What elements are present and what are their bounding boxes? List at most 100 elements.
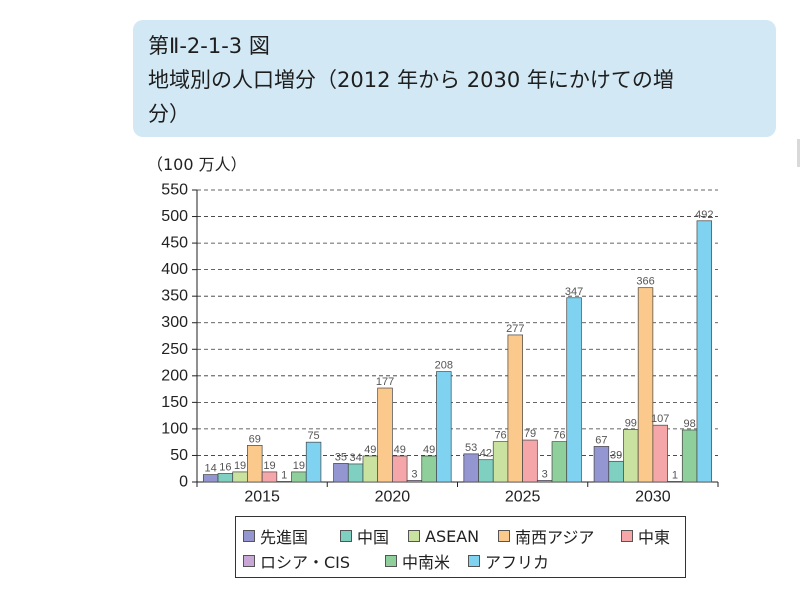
legend-item-asean: ASEAN [408, 526, 479, 546]
data-label: 75 [307, 430, 319, 442]
bar-s0-2015 [202, 474, 219, 483]
bar-s6-2030 [681, 429, 698, 483]
y-tick-label: 300 [161, 314, 188, 331]
y-tick-label: 0 [179, 474, 188, 491]
legend-swatch [340, 530, 352, 542]
data-label: 19 [234, 460, 246, 472]
data-label: 107 [651, 413, 669, 425]
data-label: 277 [506, 323, 524, 335]
y-axis-grid: 0 50 100 150 200 250 300 350 400 450 500 550 [161, 182, 718, 491]
bar-s6-2025 [551, 441, 568, 483]
bar-s2-2025 [492, 441, 509, 483]
data-label: 1 [672, 469, 678, 481]
legend-swatch [243, 555, 255, 567]
legend-label: 中国 [357, 528, 390, 547]
legend-swatch [243, 530, 255, 542]
legend-label: ロシア・CIS [260, 553, 351, 572]
legend-swatch [498, 530, 510, 542]
legend-label: 南西アジア [515, 528, 595, 547]
figure-title-box: 第Ⅱ-2-1-3 図 地域別の人口増分（2012 年から 2030 年にかけての… [133, 20, 776, 137]
data-label: 19 [263, 460, 275, 472]
data-label: 14 [205, 463, 217, 475]
legend-label: 中東 [638, 528, 671, 547]
x-tick-label: 2020 [375, 489, 411, 506]
data-label: 3 [411, 468, 417, 480]
y-tick-label: 500 [161, 208, 188, 225]
bar-s1-2025 [478, 459, 494, 483]
bar-s3-2025 [507, 334, 523, 483]
x-tick-label: 2015 [244, 489, 280, 506]
legend-swatch [385, 555, 397, 567]
legend-item-africa: アフリカ [468, 551, 550, 572]
y-tick-label: 250 [161, 341, 188, 358]
data-label: 53 [465, 442, 477, 454]
bar-s2-2030 [623, 429, 639, 483]
bar-s1-2015 [217, 473, 234, 483]
data-label: 49 [364, 444, 376, 456]
bar-s4-2025 [522, 439, 538, 483]
y-tick-label: 400 [161, 261, 188, 278]
data-label: 49 [423, 444, 435, 456]
data-label: 35 [335, 451, 347, 463]
data-label: 177 [376, 376, 394, 388]
data-label: 76 [494, 430, 506, 442]
bar-s5-2030 [667, 481, 683, 483]
data-label: 3 [542, 468, 548, 480]
bar-s7-2025 [566, 297, 582, 483]
bar-s4-2020 [392, 455, 408, 483]
legend: 先進国 中国 ASEAN 南西アジア 中東 ロシア・CIS 中南米 アフリカ [235, 516, 686, 578]
data-label: 34 [350, 452, 362, 464]
y-tick-label: 450 [161, 235, 188, 252]
bar-s7-2020 [436, 371, 452, 483]
data-label: 76 [553, 430, 565, 442]
data-label: 49 [394, 444, 406, 456]
legend-label: 中南米 [402, 553, 451, 572]
data-label: 347 [565, 286, 583, 298]
legend-item-south-west-asia: 南西アジア [498, 526, 595, 547]
data-label: 19 [293, 460, 305, 472]
bar-s6-2015 [291, 471, 307, 483]
data-label: 16 [219, 462, 231, 474]
y-tick-label: 200 [161, 367, 188, 384]
bar-s0-2020 [333, 463, 349, 483]
y-tick-label: 150 [161, 394, 188, 411]
bar-s4-2030 [652, 424, 668, 483]
bar-s3-2015 [247, 445, 263, 483]
legend-item-china: 中国 [340, 526, 390, 547]
bar-s0-2030 [593, 446, 610, 483]
data-label: 208 [435, 360, 453, 372]
data-label: 39 [610, 449, 622, 461]
bar-s2-2015 [232, 471, 248, 483]
data-label: 98 [684, 418, 696, 430]
data-label: 1 [281, 469, 287, 481]
data-label: 79 [524, 428, 536, 440]
bar-s7-2015 [305, 441, 322, 483]
y-tick-label: 100 [161, 420, 188, 437]
y-tick-label: 550 [161, 182, 188, 199]
data-label: 366 [636, 276, 654, 288]
legend-label: 先進国 [260, 528, 309, 547]
page-edge-marker [797, 139, 800, 167]
legend-item-middle-east: 中東 [621, 526, 671, 547]
bar-s1-2020 [347, 463, 364, 483]
legend-swatch [408, 530, 420, 542]
legend-item-latin-america: 中南米 [385, 551, 451, 572]
data-label: 67 [595, 434, 607, 446]
data-label: 99 [625, 417, 637, 429]
bar-s5-2015 [276, 481, 292, 483]
bar-s0-2025 [463, 453, 479, 483]
legend-swatch [621, 530, 633, 542]
bar-s2-2020 [362, 455, 379, 483]
legend-label: アフリカ [485, 553, 550, 572]
data-label: 42 [480, 448, 492, 460]
bar-s5-2025 [536, 480, 553, 483]
legend-item-developed-countries: 先進国 [243, 526, 309, 547]
bar-s3-2020 [377, 387, 393, 483]
bar-s5-2020 [406, 480, 423, 483]
figure-label: 第Ⅱ-2-1-3 図 [148, 34, 270, 58]
